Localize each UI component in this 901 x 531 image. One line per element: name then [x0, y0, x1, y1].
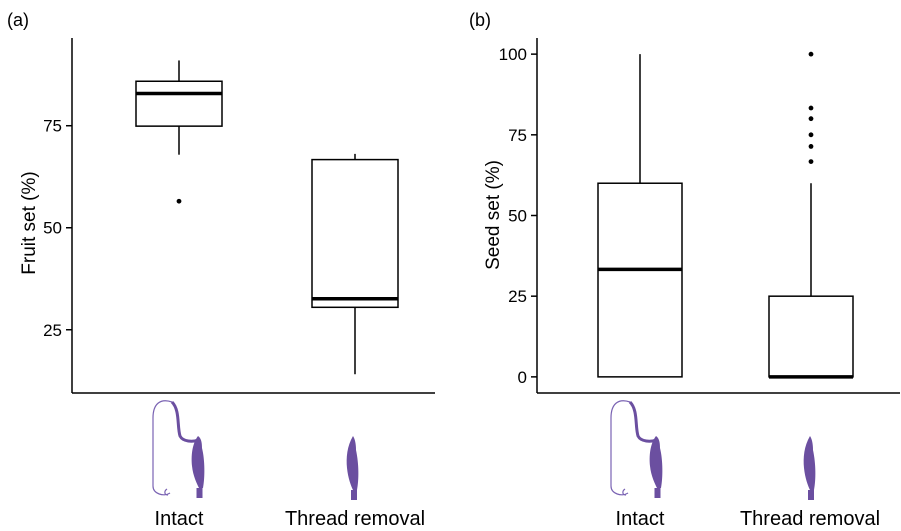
y-tick-label: 50 — [43, 219, 62, 238]
y-tick-label: 25 — [508, 287, 527, 306]
outlier-point-thread-removal — [808, 159, 814, 165]
box-thread-removal — [768, 295, 854, 378]
box-thread-removal — [311, 158, 399, 309]
y-tick-label: 75 — [508, 126, 527, 145]
intact-petal-with-thread-icon — [152, 400, 205, 498]
boxes-a — [135, 60, 399, 375]
boxes-b — [597, 51, 854, 379]
category-label-intact-a: Intact — [155, 508, 204, 530]
y-tick-label: 75 — [43, 117, 62, 136]
y-tick-label: 100 — [499, 45, 527, 64]
category-label-thread-removal-a: Thread removal — [285, 508, 425, 530]
outlier-point-thread-removal — [808, 132, 814, 138]
panel-b: (b) Seed set (%) 0 25 50 75 100 — [469, 10, 900, 394]
outlier-point-thread-removal — [808, 105, 814, 111]
y-axis-title-b: Seed set (%) — [483, 160, 504, 270]
outlier-point-thread-removal — [808, 144, 814, 149]
panel-label-a: (a) — [7, 10, 29, 30]
outlier-point-thread-removal — [808, 51, 814, 57]
thread-removed-petal-icon — [803, 436, 816, 500]
category-label-intact-b: Intact — [616, 508, 665, 530]
category-label-thread-removal-b: Thread removal — [740, 508, 880, 530]
panel-a: (a) Fruit set (%) 25 50 75 — [7, 10, 435, 394]
box-intact — [135, 80, 223, 127]
y-ticks-b: 0 25 50 75 100 — [499, 45, 537, 387]
thread-removed-petal-icon — [346, 436, 359, 500]
box-intact — [597, 182, 683, 378]
panel-label-b: (b) — [469, 10, 491, 30]
y-tick-label: 25 — [43, 321, 62, 340]
outlier-point-intact — [176, 198, 182, 204]
y-tick-label: 0 — [518, 368, 527, 387]
outlier-point-thread-removal — [808, 116, 814, 122]
intact-petal-with-thread-icon — [610, 400, 663, 498]
y-ticks-a: 25 50 75 — [43, 117, 72, 340]
y-tick-label: 50 — [508, 207, 527, 226]
y-axis-title-a: Fruit set (%) — [19, 171, 40, 274]
